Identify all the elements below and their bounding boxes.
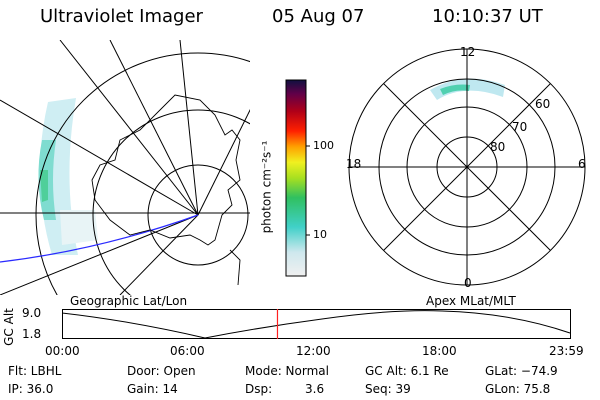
apex-projection-label: Apex MLat/MLT	[426, 294, 516, 308]
timeline-xtick-1200: 12:00	[296, 344, 331, 358]
image-time: 10:10:37 UT	[432, 6, 543, 27]
colorbar-tick-10: 10	[313, 228, 327, 241]
door-status: Door: Open	[127, 364, 196, 378]
gain-status: Gain: 14	[127, 382, 178, 396]
ip-status: IP: 36.0	[8, 382, 54, 396]
timeline-ytick-low: 1.8	[22, 327, 42, 341]
mlt-label-0: 0	[464, 276, 472, 290]
aurora-emission	[38, 98, 98, 255]
glat-status: GLat: −74.9	[485, 364, 558, 378]
mlt-label-18: 18	[346, 157, 362, 171]
timeline-xtick-0600: 06:00	[170, 344, 205, 358]
geographic-map	[0, 40, 250, 295]
colorbar	[285, 79, 310, 277]
filter-status: Flt: LBHL	[8, 364, 62, 378]
mlat-label-60: 60	[535, 97, 551, 111]
timeline-ytick-high: 9.0	[22, 306, 42, 320]
image-date: 05 Aug 07	[272, 6, 365, 27]
glon-status: GLon: 75.8	[485, 382, 551, 396]
colorbar-label: photon cm⁻²s⁻¹	[259, 140, 274, 234]
mlt-label-12: 12	[460, 45, 476, 59]
mlat-label-80: 80	[490, 140, 506, 154]
geographic-projection-label: Geographic Lat/Lon	[70, 294, 188, 308]
timeline-xtick-1800: 18:00	[422, 344, 457, 358]
altitude-timeline	[62, 309, 571, 339]
dsp-value: 3.6	[305, 382, 325, 396]
timeline-xtick-0000: 00:00	[45, 344, 80, 358]
seq-status: Seq: 39	[365, 382, 411, 396]
colorbar-tick-100: 100	[313, 139, 334, 152]
dsp-label: Dsp:	[245, 382, 273, 396]
gc-alt-status: GC Alt: 6.1 Re	[365, 364, 449, 378]
timeline-y-label: GC Alt	[1, 308, 16, 346]
polar-mlt-plot	[348, 48, 586, 286]
mode-status: Mode: Normal	[245, 364, 329, 378]
timeline-xtick-2359: 23:59	[549, 344, 584, 358]
mlt-label-6: 6	[578, 157, 586, 171]
image-title: Ultraviolet Imager	[40, 6, 203, 27]
mlat-label-70: 70	[512, 120, 528, 134]
